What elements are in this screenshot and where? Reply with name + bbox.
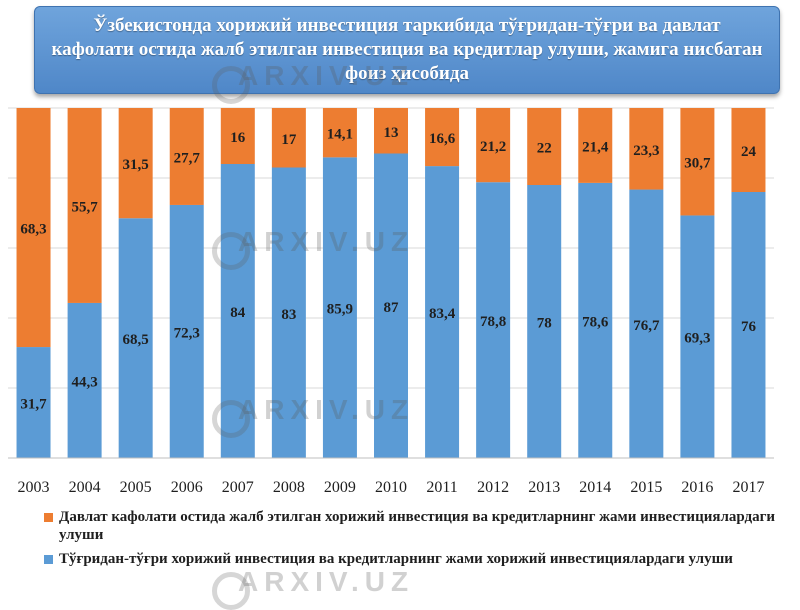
bar-guaranteed <box>425 108 460 167</box>
bar-guaranteed <box>527 108 562 185</box>
bar-direct <box>578 182 613 458</box>
bar-guaranteed <box>322 108 357 158</box>
x-tick-label: 2013 <box>528 479 560 496</box>
bar-direct <box>374 153 408 458</box>
data-label-guaranteed: 16 <box>230 130 246 146</box>
bar-guaranteed <box>476 108 511 183</box>
x-tick-label: 2011 <box>426 479 457 496</box>
x-tick-label: 2015 <box>630 479 662 496</box>
legend-item-guaranteed: Давлат кафолати остида жалб этилган хори… <box>44 508 784 544</box>
data-label-guaranteed: 27,7 <box>174 150 201 166</box>
data-label-guaranteed: 24 <box>741 144 757 160</box>
data-label-direct: 44,3 <box>71 374 97 390</box>
bar-direct <box>476 182 511 458</box>
x-tick-label: 2005 <box>120 479 152 496</box>
legend-swatch-guaranteed <box>44 513 53 522</box>
watermark-logo-icon <box>212 572 250 610</box>
bar-direct <box>425 166 460 458</box>
bar-guaranteed <box>578 108 613 183</box>
chart-legend: Давлат кафолати остида жалб этилган хори… <box>44 508 784 574</box>
x-tick-label: 2014 <box>579 479 611 496</box>
data-label-direct: 78 <box>537 316 552 332</box>
x-tick-label: 2008 <box>273 479 305 496</box>
x-tick-label: 2007 <box>222 479 254 496</box>
data-label-direct: 85,9 <box>327 302 353 318</box>
bar-guaranteed <box>374 108 408 154</box>
bar-guaranteed <box>67 108 102 303</box>
data-label-direct: 83 <box>281 307 296 323</box>
bar-direct <box>16 347 51 458</box>
bar-guaranteed <box>731 108 766 192</box>
bar-direct <box>680 215 715 458</box>
bar-direct <box>322 157 357 458</box>
data-label-guaranteed: 23,3 <box>633 143 659 159</box>
bar-guaranteed <box>169 108 204 205</box>
data-label-direct: 78,8 <box>480 314 506 330</box>
bar-direct <box>169 204 204 458</box>
data-label-guaranteed: 55,7 <box>71 199 98 215</box>
x-tick-label: 2016 <box>681 479 713 496</box>
bar-direct <box>220 164 255 458</box>
x-tick-label: 2003 <box>18 479 50 496</box>
data-label-guaranteed: 16,6 <box>429 131 456 147</box>
data-label-direct: 83,4 <box>429 306 456 322</box>
data-label-direct: 76,7 <box>633 318 660 334</box>
data-label-direct: 84 <box>230 305 246 321</box>
chart-title: Ўзбекистонда хорижий инвестиция таркибид… <box>51 15 763 84</box>
data-label-guaranteed: 30,7 <box>684 156 711 172</box>
legend-label-direct: Тўғридан-тўғри хорижий инвестиция ва кре… <box>59 551 733 567</box>
bar-guaranteed <box>118 108 153 219</box>
x-tick-label: 2006 <box>171 479 203 496</box>
legend-item-direct: Тўғридан-тўғри хорижий инвестиция ва кре… <box>44 550 784 568</box>
bar-direct <box>118 218 153 458</box>
legend-swatch-direct <box>44 555 53 564</box>
bar-direct <box>527 185 562 458</box>
x-tick-label: 2009 <box>324 479 356 496</box>
data-label-guaranteed: 68,3 <box>20 222 46 238</box>
x-tick-label: 2010 <box>375 479 407 496</box>
stacked-bar-chart: 31,7 68,3 2003 44,3 55,7 2004 68,5 31,5 2005 72,3… <box>8 107 774 496</box>
bar-guaranteed <box>629 108 664 190</box>
bar-direct <box>67 302 102 458</box>
x-tick-label: 2004 <box>69 479 101 496</box>
x-tick-label: 2012 <box>477 479 509 496</box>
chart-title-banner: Ўзбекистонда хорижий инвестиция таркибид… <box>34 6 780 94</box>
x-tick-label: 2017 <box>732 479 764 496</box>
data-label-guaranteed: 31,5 <box>123 157 149 173</box>
data-label-guaranteed: 17 <box>281 132 297 148</box>
legend-label-guaranteed: Давлат кафолати остида жалб этилган хори… <box>59 509 776 543</box>
data-label-guaranteed: 21,4 <box>582 139 609 155</box>
data-label-direct: 72,3 <box>174 325 200 341</box>
data-label-direct: 76 <box>741 319 757 335</box>
data-label-guaranteed: 21,2 <box>480 139 506 155</box>
data-label-guaranteed: 14,1 <box>327 127 353 143</box>
bar-guaranteed <box>220 108 255 164</box>
bar-guaranteed <box>680 108 715 216</box>
bar-direct <box>629 189 664 459</box>
bar-guaranteed <box>16 108 51 348</box>
data-label-direct: 69,3 <box>684 331 710 347</box>
data-label-direct: 68,5 <box>123 332 149 348</box>
bar-guaranteed <box>271 108 306 168</box>
data-label-direct: 78,6 <box>582 314 609 330</box>
bar-direct <box>271 167 306 458</box>
data-label-direct: 87 <box>384 300 400 316</box>
data-label-direct: 31,7 <box>20 397 47 413</box>
data-label-guaranteed: 22 <box>537 141 552 157</box>
bar-direct <box>731 192 766 458</box>
data-label-guaranteed: 13 <box>384 125 399 141</box>
